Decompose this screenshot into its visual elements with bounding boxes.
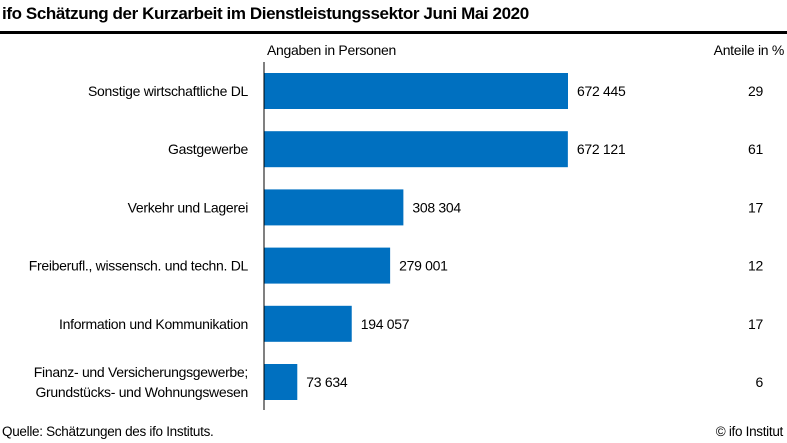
- category-label: Sonstige wirtschaftliche DL: [88, 83, 248, 99]
- value-label: 672 445: [577, 83, 626, 99]
- value-label: 308 304: [412, 199, 461, 215]
- bar: [264, 247, 391, 284]
- category-label: Grundstücks- und Wohnungswesen: [35, 384, 248, 400]
- share-label: 29: [748, 83, 763, 99]
- value-label: 194 057: [361, 316, 410, 332]
- copyright: © ifo Institut: [715, 424, 784, 439]
- category-label: Freiberufl., wissensch. und techn. DL: [29, 258, 249, 274]
- chart-title: ifo Schätzung der Kurzarbeit im Dienstle…: [2, 4, 529, 23]
- category-label: Information und Kommunikation: [59, 316, 248, 332]
- source-note: Quelle: Schätzungen des ifo Instituts.: [2, 424, 214, 439]
- share-label: 6: [756, 374, 764, 390]
- share-label: 12: [748, 258, 763, 274]
- bar: [264, 73, 568, 109]
- share-label: 17: [748, 199, 763, 215]
- bar: [264, 305, 352, 342]
- value-label: 672 121: [577, 141, 626, 157]
- category-label: Verkehr und Lagerei: [128, 199, 249, 215]
- category-label: Finanz- und Versicherungsgewerbe;: [34, 364, 248, 380]
- title-rule: [0, 31, 787, 34]
- category-label: Gastgewerbe: [168, 141, 248, 157]
- share-label: 17: [748, 316, 763, 332]
- value-header: Angaben in Personen: [267, 42, 396, 58]
- bar: [264, 131, 568, 168]
- bar: [264, 189, 404, 226]
- share-header: Anteile in %: [714, 42, 784, 58]
- value-label: 279 001: [399, 258, 448, 274]
- share-label: 61: [748, 141, 763, 157]
- bar: [264, 364, 298, 400]
- value-label: 73 634: [306, 374, 348, 390]
